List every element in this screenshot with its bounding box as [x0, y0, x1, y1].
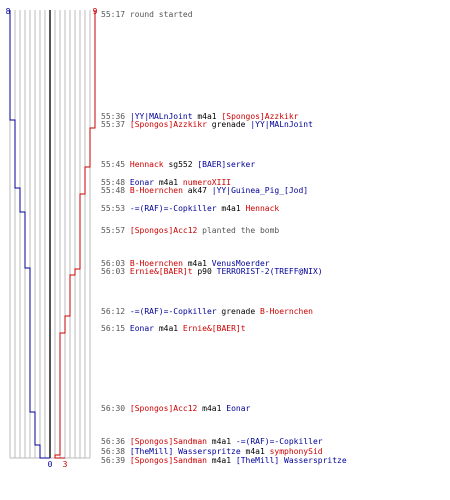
event-line: 55:37 [Spongos]Azzkikr grenade |YY|MALnJ…: [101, 120, 313, 129]
event-line: 56:12 -=(RAF)=-Copkiller grenade B-Hoern…: [101, 307, 313, 316]
event-line: 56:38 [TheMill] Wasserspritze m4a1 symph…: [101, 447, 323, 456]
player-name: |YY|Guinea_Pig_[Jod]: [211, 186, 309, 195]
event-weapon: m4a1: [154, 324, 183, 333]
player-name: B-Hoernchen: [129, 259, 183, 268]
event-time: 56:36: [101, 437, 130, 446]
player-name: [BAER]serker: [197, 160, 256, 169]
event-weapon: m4a1: [192, 112, 222, 121]
event-weapon: m4a1: [216, 204, 246, 213]
blue-team-start-count: 8: [6, 7, 11, 16]
event-time: 55:17: [101, 10, 130, 19]
player-name: [TheMill] Wasserspritze: [235, 456, 347, 465]
player-name: -=(RAF)=-Copkiller: [129, 204, 217, 213]
blue-team-end-count: 0: [48, 460, 53, 469]
event-line: 56:03 B-Hoernchen m4a1 VenusMoerder: [101, 259, 270, 268]
player-name: [Spongos]Azzkikr: [129, 120, 207, 129]
event-line: 55:45 Hennack sg552 [BAER]serker: [101, 160, 255, 169]
event-line: 56:30 [Spongos]Acc12 m4a1 Eonar: [101, 404, 250, 413]
event-time: 55:48: [101, 186, 130, 195]
event-time: 55:37: [101, 120, 130, 129]
event-time: 55:36: [101, 112, 130, 121]
event-time: 56:15: [101, 324, 130, 333]
event-line: 56:03 Ernie&[BAER]t p90 TERRORIST-2(TREF…: [101, 267, 323, 276]
event-line: 56:15 Eonar m4a1 Ernie&[BAER]t: [101, 324, 246, 333]
event-time: 55:57: [101, 226, 130, 235]
player-name: [Spongos]Acc12: [129, 226, 198, 235]
event-weapon: sg552: [163, 160, 198, 169]
player-name: Ernie&[BAER]t: [182, 324, 246, 333]
player-name: Eonar: [129, 178, 154, 187]
player-name: -=(RAF)=-Copkiller: [129, 307, 217, 316]
event-line: 55:48 B-Hoernchen ak47 |YY|Guinea_Pig_[J…: [101, 186, 308, 195]
player-name: Eonar: [226, 404, 251, 413]
player-name: Hennack: [245, 204, 280, 213]
player-name: [Spongos]Sandman: [129, 437, 207, 446]
event-time: 56:03: [101, 259, 130, 268]
player-name: [Spongos]Sandman: [129, 456, 207, 465]
player-name: |YY|MALnJoint: [129, 112, 193, 121]
red-team-end-count: 3: [63, 460, 68, 469]
blue-team-alive-line: [9, 10, 50, 459]
red-team-alive-line: [54, 10, 96, 459]
event-weapon: p90: [192, 267, 217, 276]
event-text: planted the bomb: [197, 226, 280, 235]
player-name: B-Hoernchen: [259, 307, 313, 316]
event-line: 56:36 [Spongos]Sandman m4a1 -=(RAF)=-Cop…: [101, 437, 323, 446]
event-weapon: m4a1: [240, 447, 270, 456]
team-alive-timeline: 8 9 0 3: [6, 7, 98, 469]
player-name: TERRORIST-2(TREFF@NIX): [216, 267, 323, 276]
event-text: round started: [129, 10, 193, 19]
event-time: 56:39: [101, 456, 130, 465]
player-name: [Spongos]Azzkikr: [221, 112, 299, 121]
event-time: 56:12: [101, 307, 130, 316]
player-name: symphonySid: [269, 447, 323, 456]
player-name: Eonar: [129, 324, 154, 333]
event-line: 55:48 Eonar m4a1 numeroXIII: [101, 178, 231, 187]
event-line: 55:53 -=(RAF)=-Copkiller m4a1 Hennack: [101, 204, 279, 213]
event-weapon: m4a1: [182, 259, 212, 268]
event-line: 55:17 round started: [101, 10, 193, 19]
player-name: Ernie&[BAER]t: [129, 267, 193, 276]
event-time: 56:30: [101, 404, 130, 413]
event-weapon: m4a1: [154, 178, 183, 187]
red-team-start-count: 9: [93, 7, 98, 16]
player-name: B-Hoernchen: [129, 186, 183, 195]
event-weapon: m4a1: [206, 456, 236, 465]
event-weapon: grenade: [206, 120, 251, 129]
event-weapon: ak47: [182, 186, 212, 195]
player-name: numeroXIII: [182, 178, 232, 187]
player-name: -=(RAF)=-Copkiller: [235, 437, 323, 446]
player-name: |YY|MALnJoint: [250, 120, 313, 129]
player-name: Hennack: [129, 160, 164, 169]
event-time: 55:53: [101, 204, 130, 213]
event-time: 55:45: [101, 160, 130, 169]
event-line: 56:39 [Spongos]Sandman m4a1 [TheMill] Wa…: [101, 456, 347, 465]
event-line: 55:57 [Spongos]Acc12 planted the bomb: [101, 226, 279, 235]
event-weapon: m4a1: [206, 437, 236, 446]
event-time: 55:48: [101, 178, 130, 187]
player-name: [Spongos]Acc12: [129, 404, 198, 413]
event-line: 55:36 |YY|MALnJoint m4a1 [Spongos]Azzkik…: [101, 112, 299, 121]
player-name: VenusMoerder: [211, 259, 270, 268]
event-time: 56:38: [101, 447, 130, 456]
event-weapon: m4a1: [197, 404, 227, 413]
event-time: 56:03: [101, 267, 130, 276]
event-weapon: grenade: [216, 307, 260, 316]
player-name: [TheMill] Wasserspritze: [129, 447, 241, 456]
